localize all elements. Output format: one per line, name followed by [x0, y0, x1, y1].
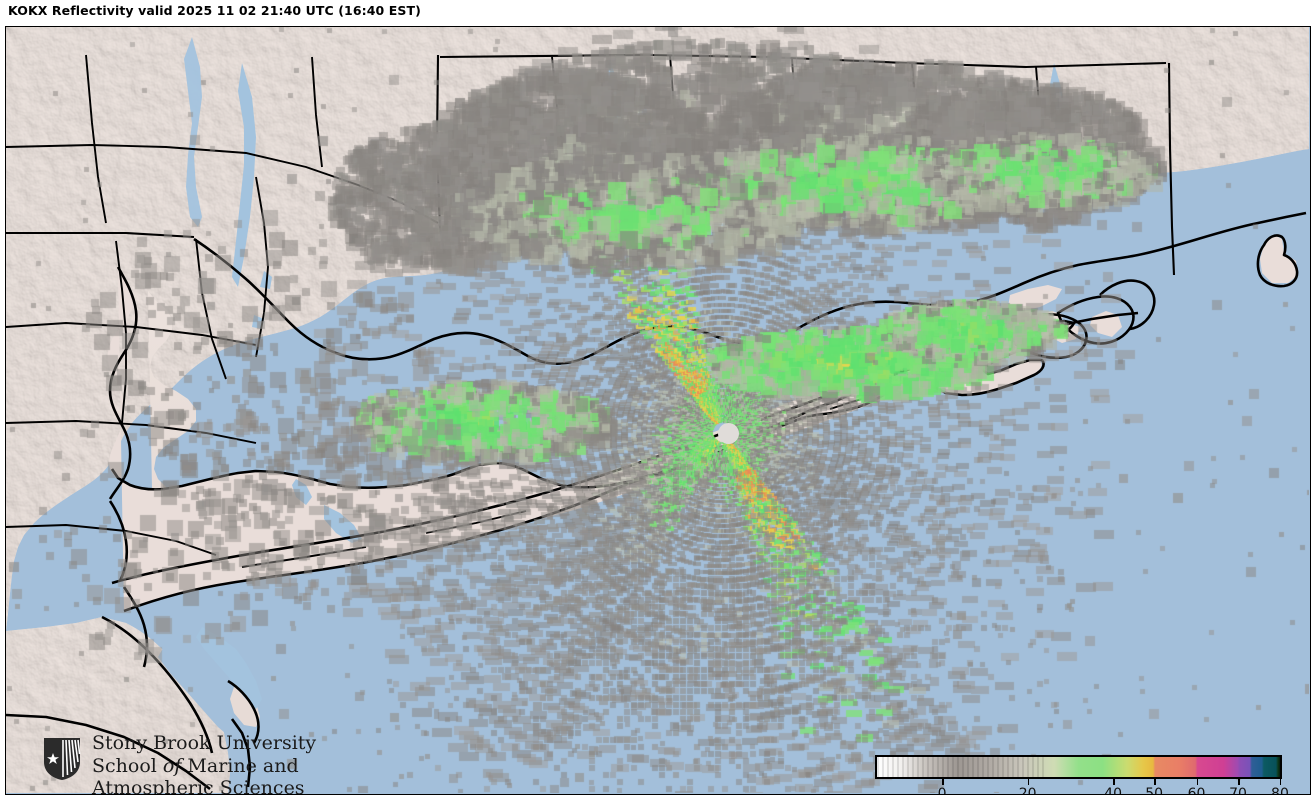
colorbar-discrete-steps: [877, 757, 1047, 777]
page-title: KOKX Reflectivity valid 2025 11 02 21:40…: [8, 3, 421, 18]
radar-map[interactable]: Stony Brook University School of Marine …: [5, 26, 1311, 795]
colorbar-ticks: [875, 779, 1282, 785]
radar-center-marker: [718, 423, 739, 444]
colorbar-tick-label: 80: [1271, 786, 1289, 794]
logo-line-1: Stony Brook University: [92, 732, 317, 754]
logo-line-2b: Marine and: [181, 754, 299, 777]
sbu-logo-text: Stony Brook University School of Marine …: [92, 732, 316, 794]
colorbar-tick-label: 40: [1104, 786, 1123, 794]
colorbar-tick: [1279, 779, 1282, 785]
colorbar-tick: [1196, 779, 1199, 785]
logo-line-2a: School: [92, 754, 163, 777]
colorbar-tick-label: 70: [1229, 786, 1247, 794]
colorbar-tick-label: 20: [1018, 786, 1037, 794]
logo-line-2-italic: of: [162, 754, 182, 777]
colorbar-tick: [1113, 779, 1115, 785]
shield-star-icon: [44, 738, 81, 780]
colorbar-tick: [1154, 779, 1156, 785]
logo-line-2: School of Marine and: [92, 755, 316, 778]
colorbar-gradient: [877, 757, 1280, 777]
sbu-logo: Stony Brook University School of Marine …: [42, 732, 342, 794]
colorbar-tick-label: 50: [1145, 786, 1164, 794]
colorbar-tick: [942, 779, 944, 785]
colorbar: 0 20 40 50 60 70 80: [875, 755, 1289, 794]
colorbar-tick-label: 60: [1187, 786, 1206, 794]
logo-line-3: Atmospheric Sciences: [92, 777, 305, 794]
colorbar-tick: [1027, 779, 1030, 785]
colorbar-tick: [1238, 779, 1240, 785]
colorbar-tick-label: 0: [937, 786, 947, 794]
map-clip: Stony Brook University School of Marine …: [6, 27, 1310, 794]
colorbar-tick-labels: 0 20 40 50 60 70 80: [875, 786, 1289, 794]
colorbar-bar: [875, 755, 1282, 779]
reflectivity-layer: [6, 27, 1309, 793]
